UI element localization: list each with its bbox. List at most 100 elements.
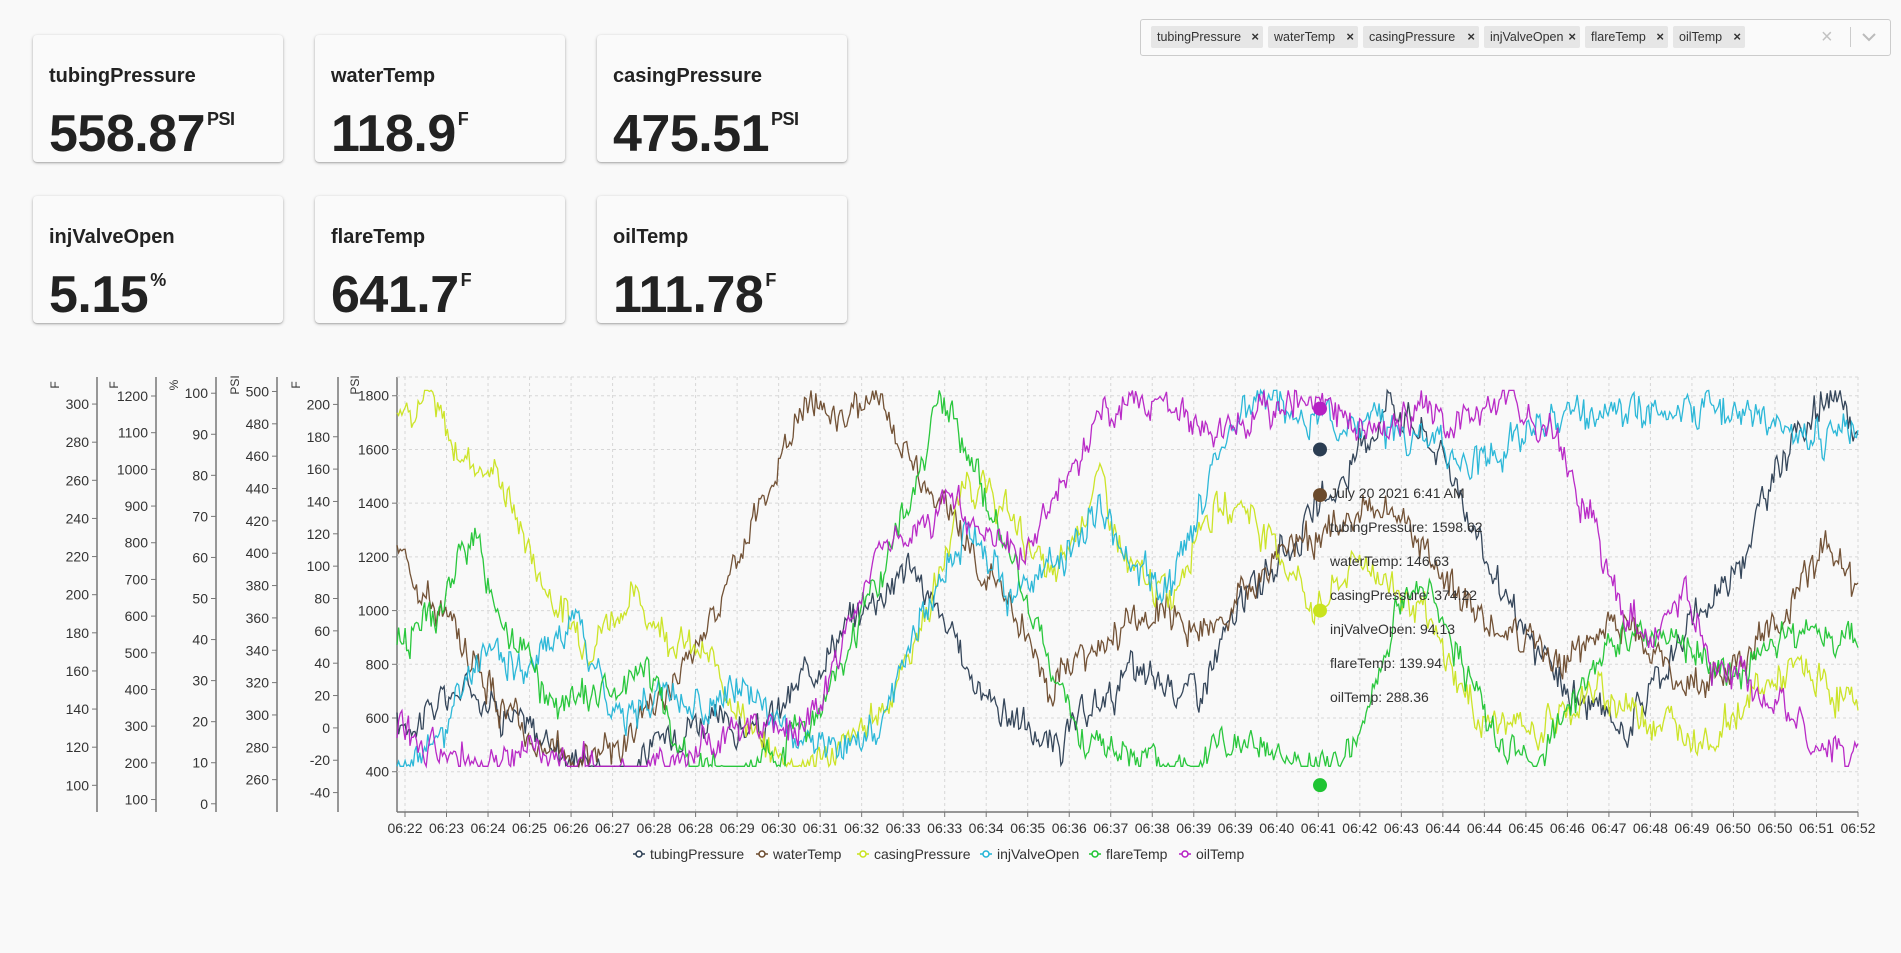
x-tick-label: 06:31 <box>803 820 838 836</box>
legend-label: tubingPressure <box>650 846 744 862</box>
legend-swatch-dot <box>635 850 643 858</box>
chip-label: flareTemp <box>1591 30 1646 44</box>
x-tick-label: 06:42 <box>1342 820 1377 836</box>
x-tick-label: 06:43 <box>1384 820 1419 836</box>
y-tick-label: 360 <box>246 610 270 626</box>
chip-remove-icon[interactable]: × <box>1568 29 1576 44</box>
y-tick-label: 140 <box>66 701 90 717</box>
chip-remove-icon[interactable]: × <box>1656 29 1664 44</box>
y-axis-unit: F <box>289 381 303 388</box>
y-tick-label: 260 <box>246 772 270 788</box>
x-tick-label: 06:29 <box>720 820 755 836</box>
metric-unit: PSI <box>207 109 235 129</box>
y-tick-label: 440 <box>246 481 270 497</box>
metric-card: flareTemp 641.7 F <box>315 196 565 323</box>
y-tick-label: 1400 <box>358 495 389 511</box>
y-tick-label: 1600 <box>358 441 389 457</box>
y-tick-label: 120 <box>66 739 90 755</box>
clear-all-icon[interactable]: × <box>1821 26 1833 48</box>
x-tick-label: 06:34 <box>969 820 1004 836</box>
y-tick-label: 60 <box>314 623 330 639</box>
y-tick-label: 80 <box>192 467 208 483</box>
legend-swatch-dot <box>1091 850 1099 858</box>
x-tick-label: 06:33 <box>886 820 921 836</box>
x-tick-label: 06:36 <box>1052 820 1087 836</box>
x-tick-label: 06:24 <box>471 820 506 836</box>
chevron-down-icon[interactable] <box>1861 29 1877 45</box>
x-tick-label: 06:45 <box>1508 820 1543 836</box>
x-tick-label: 06:30 <box>761 820 796 836</box>
tooltip-row: waterTemp: 146.63 <box>1329 553 1449 569</box>
y-tick-label: 260 <box>66 472 90 488</box>
chip-remove-icon[interactable]: × <box>1251 29 1259 44</box>
x-tick-label: 06:26 <box>554 820 589 836</box>
chip-oil-temp: oilTemp × <box>1673 26 1745 48</box>
y-tick-label: 30 <box>192 673 208 689</box>
y-tick-label: 300 <box>66 396 90 412</box>
legend-label: oilTemp <box>1196 846 1244 862</box>
tooltip-marker-oilTemp <box>1313 401 1327 416</box>
x-tick-label: 06:44 <box>1467 820 1502 836</box>
y-tick-label: 180 <box>66 625 90 641</box>
metric-card: injValveOpen 5.15% <box>33 196 283 323</box>
y-tick-label: 240 <box>66 510 90 526</box>
y-axis-unit: PSI <box>228 375 242 394</box>
series-line-oilTemp <box>396 389 1859 769</box>
legend-swatch-dot <box>758 850 766 858</box>
y-tick-label: 500 <box>125 645 149 661</box>
y-tick-label: 80 <box>314 591 330 607</box>
x-tick-label: 06:47 <box>1591 820 1626 836</box>
metric-value: 641.7 F <box>331 266 472 324</box>
x-tick-label: 06:35 <box>1010 820 1045 836</box>
x-tick-label: 06:33 <box>927 820 962 836</box>
y-tick-label: 90 <box>192 426 208 442</box>
y-tick-label: 0 <box>322 720 330 736</box>
y-tick-label: -20 <box>310 752 330 768</box>
x-tick-label: 06:37 <box>1093 820 1128 836</box>
legend-label: waterTemp <box>772 846 842 862</box>
y-tick-label: 160 <box>66 663 90 679</box>
y-tick-label: 120 <box>307 526 331 542</box>
chip-label: injValveOpen <box>1490 30 1564 44</box>
series-line-waterTemp <box>396 390 1859 769</box>
metric-value: 111.78 F <box>613 266 776 324</box>
x-tick-label: 06:28 <box>637 820 672 836</box>
metric-card: casingPressure 475.51 PSI <box>597 35 847 162</box>
y-tick-label: 50 <box>192 591 208 607</box>
metric-unit: F <box>460 270 472 290</box>
y-tick-label: 900 <box>125 498 149 514</box>
tooltip-row: flareTemp: 139.94 <box>1330 655 1442 671</box>
y-tick-label: 140 <box>307 493 331 509</box>
y-tick-label: 160 <box>307 461 331 477</box>
tooltip-marker-tubingPressure <box>1313 442 1327 457</box>
selector-divider <box>1850 27 1851 47</box>
y-axis-unit: F <box>107 381 121 388</box>
y-tick-label: 400 <box>366 764 390 780</box>
y-tick-label: 280 <box>246 739 270 755</box>
x-tick-label: 06:49 <box>1674 820 1709 836</box>
series-line-injValveOpen <box>396 388 1859 768</box>
legend-label: flareTemp <box>1106 846 1168 862</box>
x-tick-label: 06:38 <box>1135 820 1170 836</box>
y-tick-label: 300 <box>125 718 149 734</box>
x-tick-label: 06:27 <box>595 820 630 836</box>
chip-remove-icon[interactable]: × <box>1467 29 1475 44</box>
y-tick-label: 100 <box>125 792 149 808</box>
y-tick-label: 1000 <box>117 461 148 477</box>
chip-remove-icon[interactable]: × <box>1346 29 1354 44</box>
y-axis-unit: F <box>48 381 62 388</box>
y-tick-label: 280 <box>66 434 90 450</box>
y-tick-label: 40 <box>314 655 330 671</box>
hover-tooltip: July 20 2021 6:41 AM tubingPressure: 1598… <box>1313 401 1483 793</box>
x-tick-label: 06:51 <box>1799 820 1834 836</box>
y-tick-label: 480 <box>246 416 270 432</box>
metric-value: 558.87 PSI <box>49 105 235 163</box>
chip-remove-icon[interactable]: × <box>1733 29 1741 44</box>
x-tick-label: 06:32 <box>844 820 879 836</box>
grid-group <box>397 376 1859 812</box>
y-tick-label: 600 <box>125 608 149 624</box>
x-tick-label: 06:44 <box>1425 820 1460 836</box>
y-tick-label: 40 <box>192 632 208 648</box>
metric-title: oilTemp <box>613 226 689 248</box>
